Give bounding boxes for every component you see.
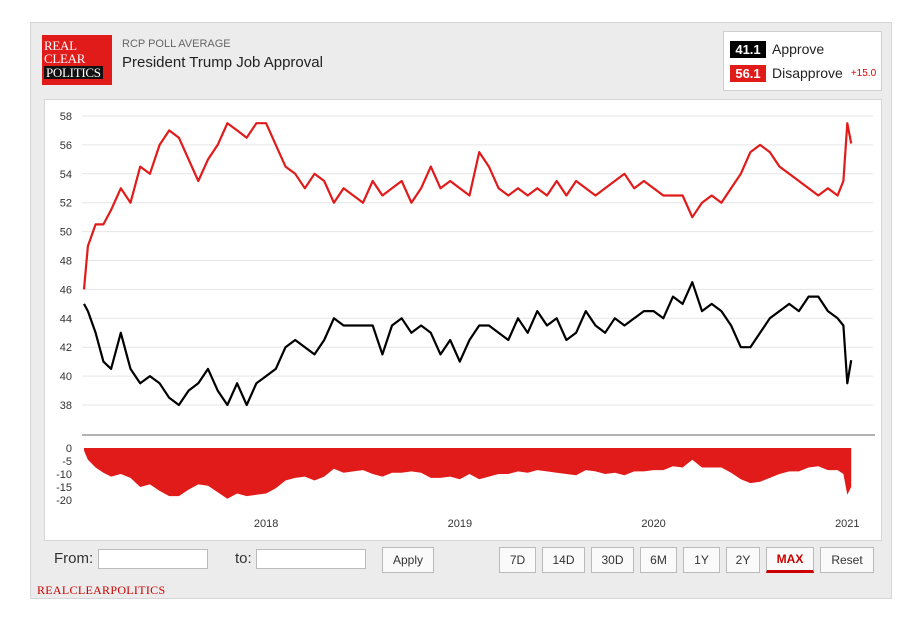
rcp-logo[interactable]: REAL CLEAR POLITICS xyxy=(42,35,112,85)
y-tick-label: 48 xyxy=(60,256,72,268)
spread-tick-label: 0 xyxy=(66,443,72,455)
logo-line1: REAL xyxy=(44,38,77,53)
x-tick-label: 2019 xyxy=(448,518,472,530)
legend-disapprove: 56.1 Disapprove +15.0 xyxy=(730,64,876,82)
spread-value: +15.0 xyxy=(850,67,877,79)
to-label: to: xyxy=(235,550,252,567)
apply-button[interactable]: Apply xyxy=(382,547,434,573)
reset-button[interactable]: Reset xyxy=(820,547,874,573)
spread-area xyxy=(84,448,852,499)
footer-brand[interactable]: REALCLEARPOLITICS xyxy=(37,583,166,597)
approve-value: 41.1 xyxy=(730,40,766,58)
range-14d-button[interactable]: 14D xyxy=(542,547,585,573)
y-tick-label: 58 xyxy=(60,111,72,123)
legend-box: 41.1 Approve 56.1 Disapprove +15.0 xyxy=(723,31,882,91)
y-tick-label: 52 xyxy=(60,198,72,210)
range-30d-button[interactable]: 30D xyxy=(591,547,634,573)
chart-kicker: RCP POLL AVERAGE xyxy=(122,38,231,50)
range-1y-button[interactable]: 1Y xyxy=(683,547,720,573)
y-tick-label: 40 xyxy=(60,371,72,383)
spread-tick-label: -5 xyxy=(62,456,72,468)
range-max-button[interactable]: MAX xyxy=(766,547,814,573)
spread-tick-label: -10 xyxy=(56,469,72,481)
approve-label: Approve xyxy=(772,41,825,57)
disapprove-value: 56.1 xyxy=(730,64,766,82)
y-tick-label: 42 xyxy=(60,342,72,354)
x-tick-label: 2020 xyxy=(641,518,665,530)
y-tick-label: 44 xyxy=(60,313,72,325)
spread-tick-label: -20 xyxy=(56,495,72,507)
spread-tick-label: -15 xyxy=(56,482,72,494)
chart-title: President Trump Job Approval xyxy=(122,54,323,71)
legend-approve: 41.1 Approve xyxy=(730,40,824,58)
y-tick-label: 50 xyxy=(60,227,72,239)
y-tick-label: 56 xyxy=(60,140,72,152)
logo-line2: CLEAR xyxy=(44,51,86,66)
logo-line3: POLITICS xyxy=(44,65,103,80)
from-label: From: xyxy=(54,550,94,567)
y-tick-label: 54 xyxy=(60,169,72,181)
range-7d-button[interactable]: 7D xyxy=(499,547,536,573)
to-date-input[interactable] xyxy=(256,549,366,569)
disapprove-label: Disapprove xyxy=(772,65,843,81)
y-tick-label: 46 xyxy=(60,284,72,296)
from-date-input[interactable] xyxy=(98,549,208,569)
series-line-approve xyxy=(83,281,853,407)
x-tick-label: 2021 xyxy=(835,518,859,530)
y-tick-label: 38 xyxy=(60,400,72,412)
range-2y-button[interactable]: 2Y xyxy=(726,547,760,573)
range-6m-button[interactable]: 6M xyxy=(640,547,677,573)
series-line-disapprove xyxy=(82,122,853,290)
x-tick-label: 2018 xyxy=(254,518,278,530)
